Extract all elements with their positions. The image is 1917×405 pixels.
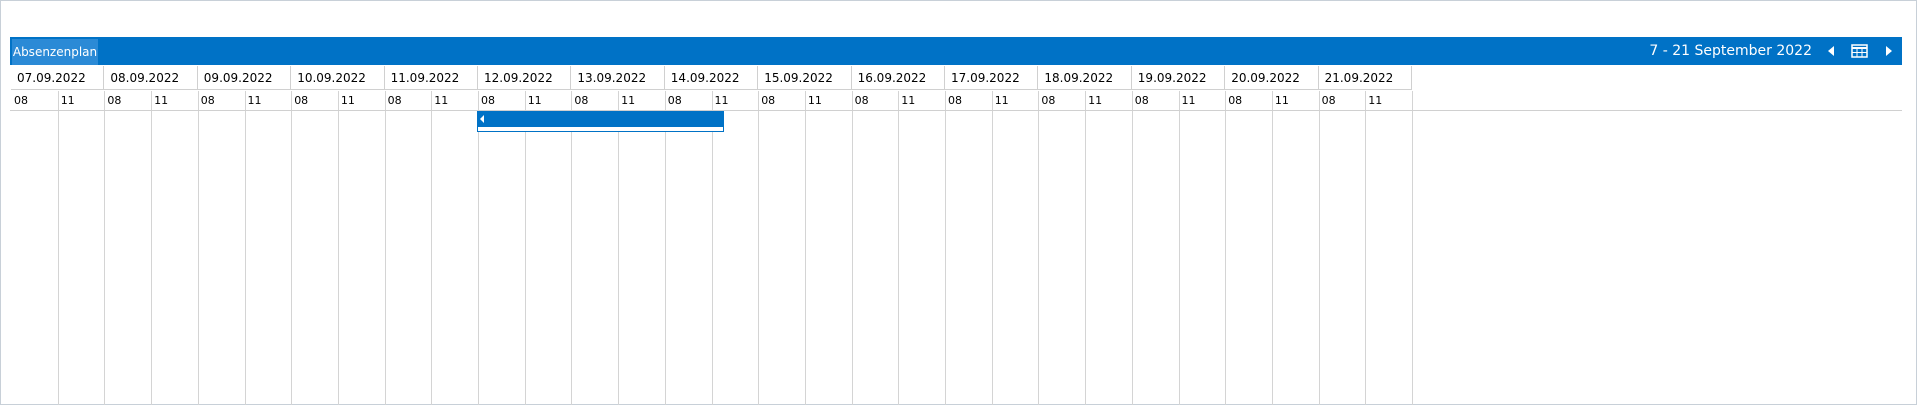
- hour-label: 11: [527, 94, 542, 107]
- date-header: 09.09.2022: [197, 66, 292, 90]
- date-header: 07.09.2022: [11, 66, 105, 90]
- grid-line: [384, 91, 386, 405]
- grid-line: [197, 91, 199, 405]
- grid-line: [851, 91, 853, 405]
- tab[interactable]: Absenzenplan: [12, 39, 98, 65]
- date-header: 11.09.2022: [384, 66, 478, 90]
- calendar-button[interactable]: [1851, 44, 1868, 58]
- grid-line: [524, 91, 526, 405]
- date-header: 12.09.2022: [478, 66, 572, 90]
- grid-line: [104, 91, 106, 405]
- grid-line: [1085, 91, 1087, 405]
- hour-label: 08: [107, 94, 122, 107]
- nav-icons: [1828, 44, 1892, 58]
- grid-line: [291, 91, 293, 405]
- date-header: 19.09.2022: [1131, 66, 1226, 90]
- grid-line: [57, 91, 59, 405]
- hour-label: 08: [1134, 94, 1149, 107]
- grid-line: [1271, 91, 1273, 405]
- grid-line: [244, 91, 246, 405]
- hour-label: 08: [294, 94, 309, 107]
- grid-line: [1225, 91, 1227, 405]
- grid-line: [1412, 91, 1413, 405]
- date-header: 10.09.2022: [291, 66, 385, 90]
- hour-label: 08: [1041, 94, 1056, 107]
- hour-label: 08: [574, 94, 589, 107]
- hour-label: 11: [621, 94, 636, 107]
- hour-label: 11: [60, 94, 75, 107]
- hour-label: 08: [948, 94, 962, 107]
- hour-label: 08: [200, 94, 215, 107]
- hour-label: 08: [1321, 94, 1336, 107]
- date-header: 15.09.2022: [758, 66, 852, 90]
- grid-line: [711, 91, 713, 405]
- date-header: 14.09.2022: [664, 66, 759, 90]
- date-header: 16.09.2022: [851, 66, 945, 90]
- grid-line: [1365, 91, 1367, 405]
- hour-label: 11: [1368, 94, 1383, 107]
- date-header: 21.09.2022: [1318, 66, 1412, 90]
- hour-label: 11: [154, 94, 169, 107]
- date-header: 17.09.2022: [945, 66, 1039, 90]
- grid-line: [571, 91, 573, 405]
- hour-label: 08: [854, 94, 869, 107]
- event-arrow: [480, 115, 484, 123]
- next-button[interactable]: [1886, 46, 1892, 56]
- grid-line: [898, 91, 900, 405]
- date-range: 7 - 21 September 2022: [1649, 43, 1812, 59]
- toolbar: [10, 37, 1902, 65]
- grid-line: [478, 91, 479, 405]
- hour-label: 08: [761, 94, 776, 107]
- grid-line: [1318, 91, 1320, 405]
- grid-line: [1038, 91, 1040, 405]
- hour-label: 08: [481, 94, 495, 107]
- date-header: 08.09.2022: [104, 66, 198, 90]
- grid-line: [431, 91, 433, 405]
- absence-event-bar[interactable]: [477, 111, 724, 127]
- grid-line: [991, 91, 993, 405]
- grid-line: [1131, 91, 1133, 405]
- hour-label: 11: [901, 94, 916, 107]
- grid-line: [758, 91, 760, 405]
- hour-label: 11: [714, 94, 729, 107]
- grid-line: [1178, 91, 1180, 405]
- grid-line: [804, 91, 806, 405]
- grid-line: [151, 91, 153, 405]
- hour-label: 11: [434, 94, 449, 107]
- hour-label: 08: [387, 94, 402, 107]
- hour-label: 11: [247, 94, 262, 107]
- hour-label: 08: [1228, 94, 1243, 107]
- hour-label: 11: [1274, 94, 1289, 107]
- prev-button[interactable]: [1828, 46, 1834, 56]
- grid-line: [337, 91, 339, 405]
- date-header: 18.09.2022: [1038, 66, 1132, 90]
- date-header: 20.09.2022: [1225, 66, 1319, 90]
- hour-label: 11: [1088, 94, 1103, 107]
- hour-label: 11: [994, 94, 1009, 107]
- hour-label: 11: [340, 94, 355, 107]
- header-divider: [10, 110, 1902, 111]
- hour-label: 08: [667, 94, 682, 107]
- grid-line: [664, 91, 666, 405]
- hour-label: 11: [1181, 94, 1196, 107]
- date-header: 13.09.2022: [571, 66, 665, 90]
- hour-label: 11: [807, 94, 822, 107]
- grid-line: [618, 91, 620, 405]
- hour-label: 08: [14, 94, 28, 107]
- grid-line: [945, 91, 946, 405]
